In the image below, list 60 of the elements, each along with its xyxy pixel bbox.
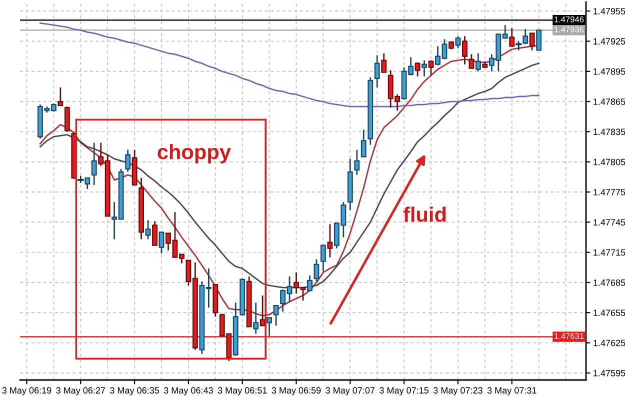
x-tick-label: 3 May 06:43 [164, 387, 213, 396]
y-tick-label: 1.47775 [594, 189, 625, 196]
candlestick [125, 149, 131, 173]
x-tick-label: 3 May 06:51 [218, 387, 267, 396]
candlestick [529, 32, 535, 51]
y-tick-label: 1.47715 [594, 249, 625, 256]
x-tick-label: 3 May 07:31 [487, 387, 536, 396]
candlestick [58, 86, 64, 106]
y-tick-label: 1.47865 [594, 98, 625, 105]
ref-line-label: 1.47946 [554, 16, 584, 22]
candlestick [354, 149, 360, 176]
x-tick-label: 3 May 07:07 [326, 387, 375, 396]
candlestick [158, 232, 164, 254]
candlestick [428, 60, 434, 76]
candlestick [266, 316, 272, 336]
x-tick-label: 3 May 06:19 [2, 387, 52, 396]
annotation: fluid [403, 206, 446, 222]
line-series [40, 22, 540, 108]
candlestick [145, 219, 151, 240]
y-tick-label: 1.47625 [594, 340, 625, 346]
candlestick [84, 177, 90, 190]
ref-line-label: 1.47936 [554, 26, 584, 32]
annotation: choppy [158, 144, 231, 164]
y-tick-label: 1.47745 [594, 219, 625, 226]
candlestick [522, 28, 528, 45]
y-tick-label: 1.47895 [594, 68, 625, 75]
y-tick-label: 1.47655 [594, 310, 625, 316]
candlestick [320, 244, 326, 272]
y-tick-label: 1.47925 [594, 38, 625, 45]
candlestick [360, 128, 366, 158]
y-tick-label: 1.47805 [594, 158, 625, 166]
candlestick [314, 258, 320, 282]
x-tick-label: 3 May 07:15 [380, 387, 429, 396]
x-tick-label: 3 May 06:59 [272, 387, 321, 396]
candlestick [307, 274, 312, 292]
candlestick [327, 223, 333, 258]
x-tick-label: 3 May 07:23 [433, 387, 482, 396]
candlestick [468, 54, 474, 70]
candlestick [455, 35, 461, 49]
y-tick-label: 1.47955 [594, 8, 625, 14]
candlestick [381, 52, 387, 74]
candlestick [273, 304, 279, 326]
candlestick [374, 54, 380, 88]
candlestick [509, 27, 515, 47]
candlestick [260, 294, 266, 326]
x-tick-label: 3 May 06:35 [110, 387, 160, 396]
x-tick-label: 3 May 06:27 [56, 387, 106, 396]
candlestick [91, 142, 97, 186]
y-tick-label: 1.47835 [594, 128, 625, 136]
y-tick-label: 1.47685 [594, 279, 625, 286]
ref-line-label: 1.47631 [554, 333, 584, 340]
candlestick [536, 30, 542, 51]
candlestick [475, 52, 481, 72]
candlestick [422, 60, 427, 78]
candlestick [253, 302, 259, 334]
candlestick [414, 62, 420, 78]
candlestick [152, 220, 158, 246]
y-tick-label: 1.47595 [594, 370, 625, 376]
candlestick [64, 106, 70, 132]
candlestick [462, 35, 468, 66]
